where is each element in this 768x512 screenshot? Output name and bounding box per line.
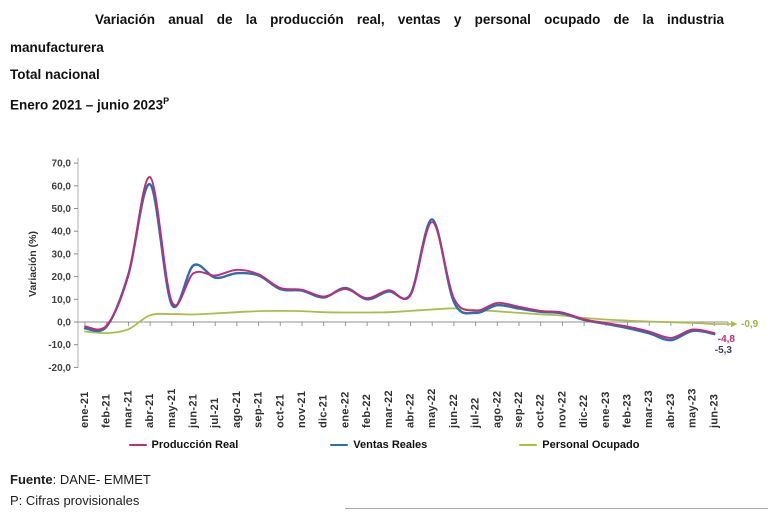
x-ticks bbox=[84, 322, 729, 326]
title-block: Variación anual de la producción real, v… bbox=[10, 6, 724, 119]
y-tick-label: 0,0 bbox=[57, 318, 71, 329]
y-tick-label: 20,0 bbox=[52, 272, 72, 283]
y-tick-label: 50,0 bbox=[52, 204, 72, 215]
x-tick-label: feb-21 bbox=[101, 394, 113, 428]
y-tick-label: 70,0 bbox=[52, 159, 72, 170]
legend-label: Ventas Reales bbox=[353, 439, 428, 451]
end-label-personal: -0,9 bbox=[741, 319, 759, 330]
bottom-divider bbox=[345, 508, 768, 509]
legend-label: Personal Ocupado bbox=[542, 439, 640, 451]
x-tick-label: jun-23 bbox=[708, 394, 720, 429]
end-label-produccion: -4,8 bbox=[718, 334, 736, 345]
x-tick-label: jun-22 bbox=[448, 394, 460, 429]
end-value-labels: -4,8-5,3 -0,9 bbox=[715, 319, 759, 356]
legend-item: Producción Real bbox=[128, 439, 239, 451]
y-tick-label: -10,0 bbox=[48, 340, 71, 351]
x-axis-labels: ene-21 feb-21 mar-21 abr-21 may-21 jun-21 jul-… bbox=[79, 388, 720, 429]
x-tick-label: nov-22 bbox=[556, 391, 568, 428]
x-tick-label: dic-22 bbox=[578, 394, 590, 428]
x-tick-label: sep-21 bbox=[253, 391, 265, 428]
y-tick-label: 30,0 bbox=[52, 249, 72, 260]
y-tick-label: -20,0 bbox=[48, 363, 71, 374]
x-tick-label: oct-22 bbox=[535, 394, 547, 428]
x-tick-label: mar-21 bbox=[122, 390, 134, 428]
x-tick-label: jul-22 bbox=[470, 397, 482, 429]
provisional-superscript: P bbox=[163, 96, 170, 106]
x-tick-label: oct-21 bbox=[274, 394, 286, 428]
x-tick-label: jun-21 bbox=[188, 394, 200, 429]
axes: 70,0 60,0 50,0 40,0 30,0 20,0 10,0 0,0 -10,0 -20,… bbox=[48, 158, 728, 374]
series-lines bbox=[83, 176, 738, 342]
x-tick-label: ene-22 bbox=[339, 391, 351, 428]
chart-legend: Producción Real Ventas Reales Personal Ocu… bbox=[0, 439, 768, 451]
legend-line-icon bbox=[519, 443, 538, 447]
x-tick-label: ene-23 bbox=[600, 391, 612, 428]
x-tick-label: mar-23 bbox=[643, 390, 655, 428]
page-title-text: Variación anual de la producción real, v… bbox=[10, 12, 724, 55]
legend-label: Producción Real bbox=[151, 439, 239, 451]
green-arrowhead-icon bbox=[731, 320, 738, 328]
x-tick-label: nov-21 bbox=[296, 391, 308, 428]
x-tick-label: may-21 bbox=[166, 388, 178, 428]
x-tick-label: abr-22 bbox=[405, 393, 417, 428]
legend-line-icon bbox=[330, 443, 349, 447]
series-line-2 bbox=[84, 307, 716, 335]
x-tick-label: jul-21 bbox=[209, 397, 221, 429]
x-tick-label: ene-21 bbox=[79, 391, 91, 428]
x-tick-label: abr-21 bbox=[144, 393, 156, 428]
source-line: Fuente: DANE- EMMET bbox=[10, 469, 151, 490]
source-value: : DANE- EMMET bbox=[52, 472, 151, 487]
x-tick-label: may-22 bbox=[426, 388, 438, 428]
y-tick-label: 60,0 bbox=[52, 181, 72, 192]
x-tick-label: ago-21 bbox=[231, 391, 243, 428]
series-line-1 bbox=[83, 183, 716, 342]
y-tick-label: 10,0 bbox=[52, 295, 72, 306]
x-tick-label: ago-22 bbox=[491, 391, 503, 428]
subtitle-period: Enero 2021 – junio 2023P bbox=[10, 88, 724, 119]
legend-item: Personal Ocupado bbox=[519, 439, 640, 451]
provisional-note: P: Cifras provisionales bbox=[10, 493, 140, 508]
x-tick-label: abr-23 bbox=[665, 393, 677, 428]
subtitle-period-text: Enero 2021 – junio 2023 bbox=[10, 97, 164, 113]
x-tick-label: sep-22 bbox=[513, 391, 525, 428]
footer: Fuente: DANE- EMMET P: Cifras provisiona… bbox=[10, 469, 151, 511]
x-tick-label: feb-22 bbox=[361, 394, 373, 428]
legend-item: Ventas Reales bbox=[330, 439, 427, 451]
legend-line-icon bbox=[128, 443, 147, 447]
end-label-ventas: -5,3 bbox=[715, 345, 733, 356]
series-line-0 bbox=[84, 176, 716, 339]
x-tick-label: mar-22 bbox=[383, 390, 395, 428]
y-tick-label: 40,0 bbox=[52, 227, 72, 238]
page-title: Variación anual de la producción real, v… bbox=[10, 6, 724, 62]
x-tick-label: dic-21 bbox=[318, 394, 330, 428]
x-tick-label: may-23 bbox=[687, 388, 699, 428]
subtitle-total-nacional: Total nacional bbox=[10, 67, 100, 82]
source-label: Fuente bbox=[10, 472, 53, 487]
x-tick-label: feb-23 bbox=[622, 394, 634, 428]
